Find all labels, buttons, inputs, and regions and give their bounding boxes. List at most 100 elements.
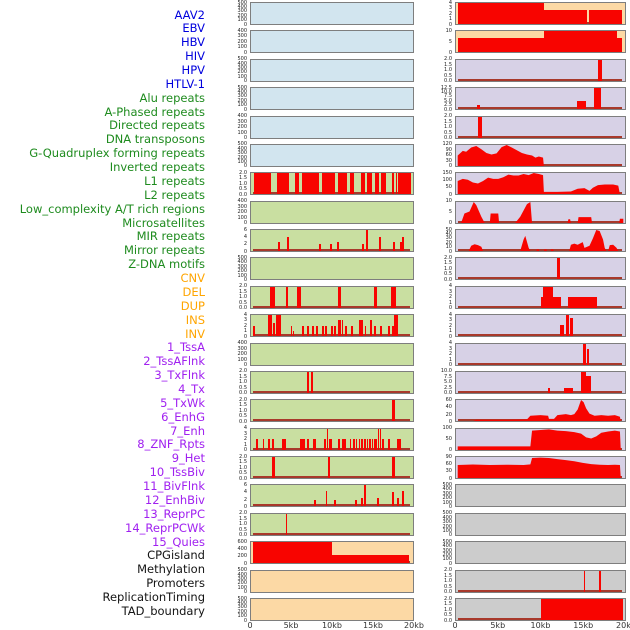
y-tick-label: 2.0 [239,368,247,375]
y-tick-label: 50 [445,184,452,191]
y-tick-label: 20 [445,239,452,246]
y-tick-label: 7.5 [444,373,452,380]
y-tick-label: 300 [442,547,452,554]
y-tick-label: 0 [243,49,247,56]
y-tick-label: 0.5 [239,299,247,306]
track-baseline [252,476,410,479]
data-bar [392,242,395,252]
y-tick-label: 90 [445,453,452,460]
data-bar [540,599,624,620]
data-bar [285,286,289,308]
data-bar [277,173,289,195]
y-tick-label: 0 [243,503,247,510]
data-bar [328,439,333,450]
track-label: 13_ReprPC [143,506,205,521]
data-bar [543,286,554,308]
track-label: G-Quadruplex forming repeats [29,146,205,161]
y-tick-label: 300 [237,33,247,40]
data-bar [616,37,622,53]
data-bar [341,320,344,337]
track-label: 3_TxFlnk [154,368,205,383]
y-tick-label: 0 [243,135,247,142]
y-tick-label: 40 [445,404,452,411]
track-panel [455,285,626,309]
data-bar [557,258,560,280]
y-tick-label: 200 [442,551,452,558]
data-bar [350,325,353,337]
y-tick-label: 2.0 [239,169,247,176]
track-label: HPV [181,62,205,77]
data-bar [377,428,380,450]
data-bar [387,325,390,337]
track-baseline [457,220,622,223]
y-tick-label: 0 [243,589,247,596]
y-tick-label: 1.5 [239,175,247,182]
y-tick-label: 1.5 [444,572,452,579]
y-tick-label: 2 [448,351,452,358]
data-bar [396,439,402,450]
track-baseline [457,589,622,592]
y-tick-label: 2 [448,322,452,329]
y-tick-label: 0 [448,362,452,369]
track-baseline [457,362,622,365]
y-tick-label: 400 [237,546,247,553]
y-tick-label: 500 [237,56,247,63]
track-baseline [457,107,622,110]
track-panel [455,456,626,480]
data-bar [392,457,395,479]
y-tick-label: 1 [448,356,452,363]
track-panel [455,257,626,281]
data-bar [314,499,317,507]
y-tick-label: 30 [445,468,452,475]
y-tick-label: 10.0 [440,368,452,375]
data-bar [319,244,321,252]
track-baseline [457,334,622,337]
track-label: Inverted repeats [109,160,205,175]
y-tick-label: 1.0 [239,294,247,301]
data-bar [391,325,394,337]
track-panel [250,257,414,281]
y-tick-label: 300 [237,203,247,210]
track-label: INV [185,326,205,341]
y-tick-label: 1.0 [444,265,452,272]
y-tick-label: 1.5 [239,515,247,522]
y-tick-label: 1 [243,328,247,335]
data-bar [338,320,341,337]
area-profile [457,429,621,450]
track-label: DUP [180,298,205,313]
track-panel [250,172,414,196]
track-baseline [457,277,622,280]
data-bar [588,9,622,24]
data-bar [312,439,317,450]
data-bar [374,325,377,337]
data-bar [316,325,319,337]
data-bar [540,297,544,308]
data-bar [253,325,256,337]
data-bar [395,173,398,195]
data-bar [379,428,382,450]
y-tick-label: 2.0 [239,283,247,290]
data-bar [300,439,305,450]
data-bar [307,439,310,450]
track-panel [455,399,626,423]
track-panel [455,541,626,565]
track-panel [250,569,414,593]
track-panel [455,370,626,394]
track-panel [455,598,626,621]
y-tick-label: 4 [448,311,452,318]
data-bar [396,497,399,507]
y-tick-label: 100 [442,499,452,506]
y-tick-label: 2.0 [444,254,452,261]
data-bar [593,88,602,110]
data-bar [401,490,404,507]
y-tick-label: 0.0 [239,475,247,482]
y-tick-label: 200 [237,38,247,45]
track-label: 6_EnhG [161,409,205,424]
y-tick-label: 0 [243,248,247,255]
data-bar [391,492,395,507]
y-tick-label: 3 [243,430,247,437]
data-bar [366,439,369,450]
track-label: 15_Quies [152,534,205,549]
area-profile [457,144,544,166]
y-tick-label: 0 [448,248,452,255]
